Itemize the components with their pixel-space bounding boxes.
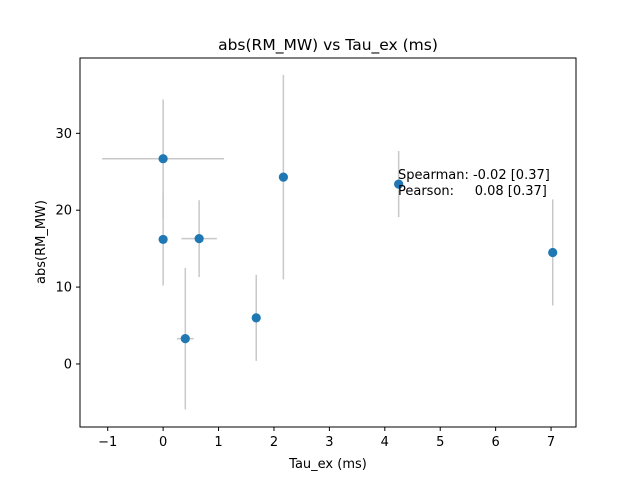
y-tick-label: 0 (64, 357, 72, 372)
data-point-4 (251, 313, 261, 323)
data-point-7 (548, 247, 558, 258)
x-tick-label: 4 (381, 435, 389, 450)
data-point-3 (180, 333, 190, 344)
x-tick-label: 7 (547, 435, 555, 450)
pearson-annotation: Pearson: 0.08 [0.37] (398, 184, 547, 199)
x-axis-label: Tau_ex (ms) (288, 457, 367, 472)
y-tick-label: 30 (55, 127, 72, 142)
plot-frame (79, 57, 577, 428)
y-tick-label: 20 (55, 204, 72, 219)
x-tick-label: 3 (325, 435, 333, 450)
x-tick-label: −1 (98, 435, 117, 450)
data-point-5 (278, 172, 288, 182)
x-tick-label: 6 (492, 435, 500, 450)
y-tick-label: 10 (55, 281, 72, 296)
x-tick-label: 0 (159, 435, 167, 450)
point-layer (158, 154, 558, 344)
x-tick-label: 2 (270, 435, 278, 450)
x-tick-label: 1 (214, 435, 222, 450)
spearman-annotation: Spearman: -0.02 [0.37] (398, 168, 550, 183)
data-point-0 (158, 154, 168, 164)
x-axis-ticks: −1 0 1 2 3 4 5 6 7 (98, 427, 555, 450)
y-axis-ticks: 0 10 20 30 (55, 127, 80, 372)
y-axis-label: abs(RM_MW) (34, 200, 49, 284)
chart-title: abs(RM_MW) vs Tau_ex (ms) (218, 36, 438, 55)
x-tick-label: 5 (436, 435, 444, 450)
data-point-2 (194, 234, 204, 244)
data-point-6 (394, 179, 404, 189)
data-point-1 (158, 234, 168, 245)
